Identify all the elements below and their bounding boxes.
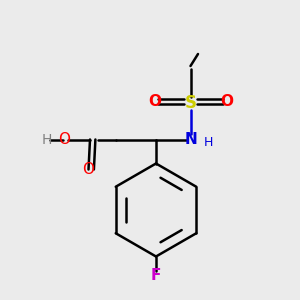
Text: O: O bbox=[220, 94, 233, 109]
Text: H: H bbox=[204, 136, 213, 149]
Text: N: N bbox=[184, 132, 197, 147]
Text: O: O bbox=[82, 162, 94, 177]
Text: O: O bbox=[58, 132, 70, 147]
Text: O: O bbox=[148, 94, 161, 109]
Text: S: S bbox=[184, 94, 196, 112]
Text: H: H bbox=[41, 133, 52, 146]
Text: F: F bbox=[151, 268, 161, 284]
